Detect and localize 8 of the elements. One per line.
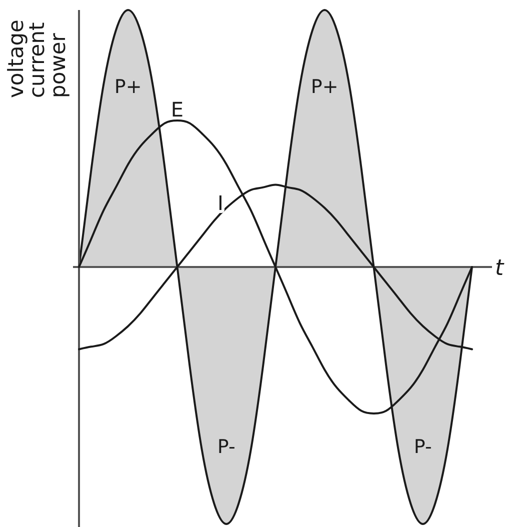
annotation: P- [414, 436, 432, 458]
annotation: P+ [114, 76, 142, 98]
annotation: P- [217, 436, 236, 458]
series-label: I [218, 191, 224, 216]
annotation: P+ [310, 76, 338, 98]
series-label: E [170, 98, 184, 122]
y-axis-title: voltage current power [4, 20, 70, 98]
x-axis-title: t [495, 256, 505, 281]
